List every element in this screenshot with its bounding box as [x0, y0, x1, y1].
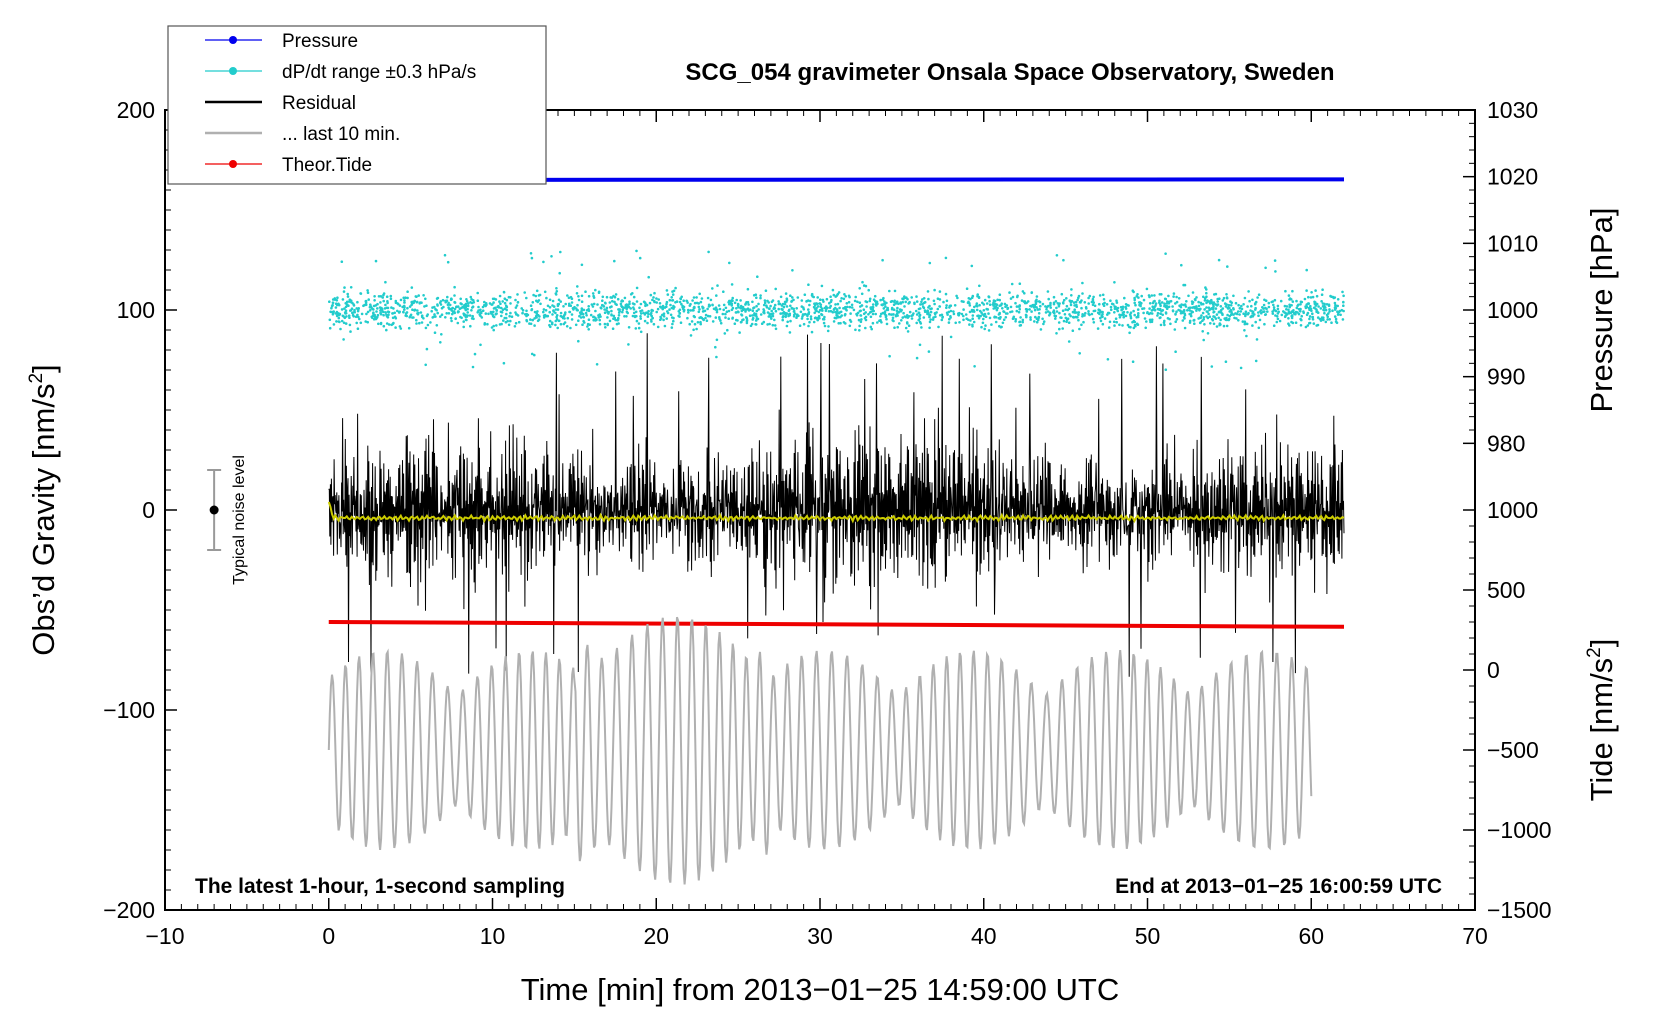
legend-swatch-dot — [229, 67, 237, 75]
tide-tick-label: 500 — [1487, 577, 1525, 603]
dpdt-series-dots — [328, 249, 1345, 371]
x-tick-label: 70 — [1462, 923, 1488, 949]
tide-tick-label: 0 — [1487, 657, 1500, 683]
x-tick-label: 60 — [1298, 923, 1324, 949]
legend-label: dP/dt range ±0.3 hPa/s — [282, 62, 476, 83]
y-axis-title-left-main: Obs’d Gravity [nm/s — [26, 384, 61, 656]
y-axis-title-left: Obs’d Gravity [nm/s2] — [26, 364, 61, 655]
pressure-tick-label: 1030 — [1487, 97, 1538, 123]
noise-marker — [207, 469, 222, 551]
tide-tick-label: −1500 — [1487, 897, 1552, 923]
pressure-axis-ticks: 980 990 1000 1010 1020 1030 — [1463, 97, 1538, 456]
tide-axis-title-main: Tide [nm/s — [1584, 658, 1619, 802]
pressure-tick-label: 1010 — [1487, 230, 1538, 256]
pressure-tick-label: 990 — [1487, 364, 1525, 390]
residual-smoothed-line — [327, 501, 1345, 524]
x-tick-label: 20 — [643, 923, 669, 949]
tide-series-line — [328, 620, 1345, 629]
y-axis-title-left-end: ] — [26, 364, 61, 373]
legend-box — [167, 25, 547, 185]
pressure-tick-label: 1000 — [1487, 297, 1538, 323]
legend-label: Pressure — [282, 31, 358, 52]
noise-center-dot — [209, 505, 219, 515]
residual-series-line — [328, 333, 1345, 677]
y-tick-label: 200 — [117, 97, 155, 123]
annotation-bottom-left: The latest 1-hour, 1-second sampling — [195, 875, 565, 898]
y-axis-ticks: −200 −100 0 100 200 — [103, 97, 177, 923]
y-tick-label: 100 — [117, 297, 155, 323]
chart-title: SCG_054 gravimeter Onsala Space Observat… — [685, 59, 1334, 86]
y-tick-label: −200 — [103, 897, 155, 923]
pressure-tick-label: 1020 — [1487, 164, 1538, 190]
y-tick-label: −100 — [103, 697, 155, 723]
tide-tick-label: 1000 — [1487, 497, 1538, 523]
x-tick-label: −10 — [145, 923, 184, 949]
x-tick-label: 10 — [480, 923, 506, 949]
legend-label: Residual — [282, 93, 356, 114]
tide-tick-label: −1000 — [1487, 817, 1552, 843]
last10min-series-line — [327, 616, 1313, 885]
x-tick-label: 0 — [322, 923, 335, 949]
legend-label: Theor.Tide — [282, 155, 372, 176]
x-axis-title: Time [min] from 2013−01−25 14:59:00 UTC — [521, 972, 1120, 1007]
x-tick-label: 40 — [971, 923, 997, 949]
y-tick-label: 0 — [142, 497, 155, 523]
pressure-tick-label: 980 — [1487, 430, 1525, 456]
pressure-axis-title: Pressure [hPa] — [1584, 207, 1619, 412]
annotation-bottom-right: End at 2013−01−25 16:00:59 UTC — [1115, 875, 1442, 898]
tide-axis-title-sup: 2 — [1584, 647, 1605, 658]
tide-axis-title: Tide [nm/s2] — [1584, 639, 1619, 802]
series-layer — [327, 177, 1345, 885]
legend-items: Pressure dP/dt range ±0.3 hPa/s Residual..… — [205, 31, 476, 176]
y-axis-title-left-sup: 2 — [26, 373, 47, 384]
tide-axis-title-end: ] — [1584, 639, 1619, 648]
legend-swatch-dot — [229, 36, 237, 44]
legend: Pressure dP/dt range ±0.3 hPa/s Residual..… — [167, 25, 547, 185]
tide-tick-label: −500 — [1487, 737, 1539, 763]
noise-label: Typical noise level — [231, 455, 248, 585]
x-tick-label: 30 — [807, 923, 833, 949]
x-axis-ticks: −10 0 10 20 30 40 50 60 70 — [145, 110, 1488, 949]
legend-swatch-dot — [229, 160, 237, 168]
legend-label: ... last 10 min. — [282, 124, 400, 145]
tide-axis-ticks: −1500 −1000 −500 0 500 1000 — [1463, 497, 1552, 923]
x-tick-label: 50 — [1135, 923, 1161, 949]
